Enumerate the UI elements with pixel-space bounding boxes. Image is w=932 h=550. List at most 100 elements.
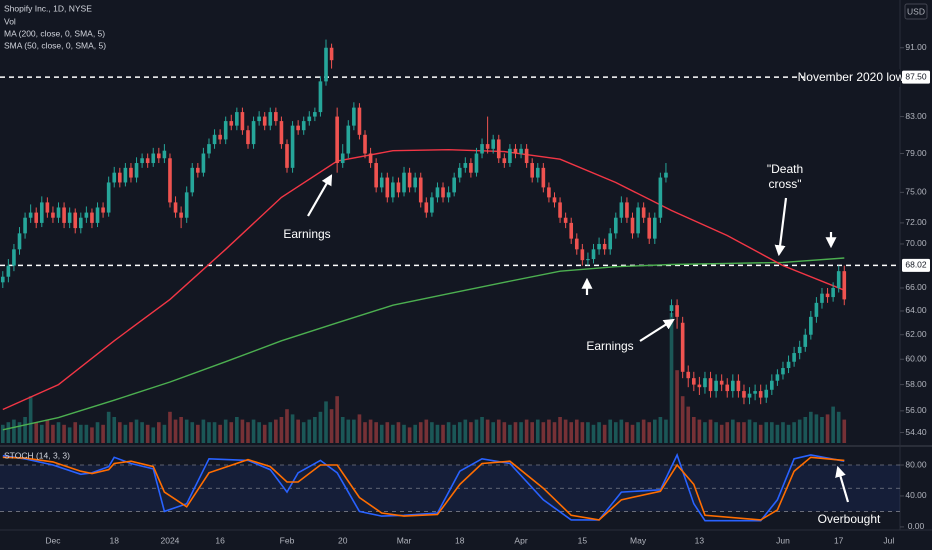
volume-bar [775,424,780,443]
level-label: 87.50 [905,71,927,81]
volume-bar [196,424,200,443]
y-tick-label: 40.00 [905,490,927,500]
candle-body [385,177,390,198]
candle-body [530,163,535,178]
volume-bar [307,419,312,443]
volume-bar [697,419,702,443]
volume-bar [0,424,5,443]
candle-body [413,177,417,188]
volume-bar [491,422,495,443]
volume-bar [318,411,323,443]
candle-body [329,47,334,61]
candle-body [547,187,551,198]
volume-bar [742,422,746,443]
candle-body [118,172,122,183]
volume-bar [6,422,11,443]
volume-bar [95,422,100,443]
candle-body [340,153,345,164]
candle-body [168,158,172,203]
volume-bar [62,424,66,443]
y-tick-label: 80.00 [905,459,927,469]
candle-body [792,353,796,362]
volume-bar [402,424,406,443]
death-cross-note: cross" [769,177,802,191]
volume-bar [753,422,757,443]
volume-bar [179,417,183,443]
x-tick-label: Dec [45,535,61,545]
volume-bar [619,419,624,443]
candle-body [363,134,367,154]
candle-body [630,217,635,234]
candle-body [235,112,239,126]
volume-bar [78,424,83,443]
volume-bar [831,406,835,443]
volume-bar [736,422,741,443]
volume-bar [418,422,423,443]
candle-body [680,322,685,372]
candle-body [246,130,250,145]
volume-bar [251,419,256,443]
volume-bar [268,422,273,443]
candle-body [597,243,601,250]
candle-body [17,233,22,250]
candle-body [781,368,785,375]
volume-bar [535,419,540,443]
candle-body [424,202,429,213]
candle-body [753,391,757,394]
volume-bar [747,419,752,443]
volume-bar [34,422,39,443]
volume-bar [313,417,317,443]
volume-bar [413,424,417,443]
candle-body [430,197,434,213]
y-tick-label: 64.00 [905,305,927,315]
candle-body [524,148,529,164]
volume-bar [207,422,211,443]
candle-body [90,212,94,223]
volume-bar [235,417,239,443]
volume-bar [441,424,445,443]
volume-bar [223,419,228,443]
candle-body [736,380,741,392]
volume-bar [385,422,390,443]
x-tick-label: 15 [578,535,588,545]
volume-bar [407,427,412,443]
volume-bar [157,422,161,443]
currency: USD [907,6,925,16]
candle-body [441,187,445,198]
candle-body [691,378,696,385]
y-tick-label: 54.40 [905,427,927,437]
candle-body [658,177,663,218]
candle-body [56,207,61,218]
candle-body [764,389,769,398]
candle-body [45,202,50,213]
volume-bar [67,427,72,443]
volume-bar [558,417,562,443]
candle-body [703,378,707,388]
level-label-box [902,258,930,272]
candle-body [145,158,150,164]
level-lines [0,76,900,267]
candle-body [797,346,802,354]
line [2,456,845,521]
candle-body [0,276,5,283]
volume-bar [424,419,429,443]
candle-body [636,207,640,234]
volume-bar [547,419,551,443]
volume-bar [836,411,841,443]
candle-body [268,112,273,126]
arrow [639,318,675,342]
candle-body [279,121,284,145]
volume-bar [602,424,607,443]
volume-bar [825,414,830,443]
candle-body [229,121,234,126]
candle-body [346,125,351,154]
candle-body [836,271,841,288]
candle-body [12,249,16,266]
volume-bar [129,422,133,443]
candle-body [574,238,579,250]
currency-box[interactable] [904,3,928,20]
candle-body [23,217,27,234]
candle-body [697,384,702,388]
candle-body [290,125,295,168]
